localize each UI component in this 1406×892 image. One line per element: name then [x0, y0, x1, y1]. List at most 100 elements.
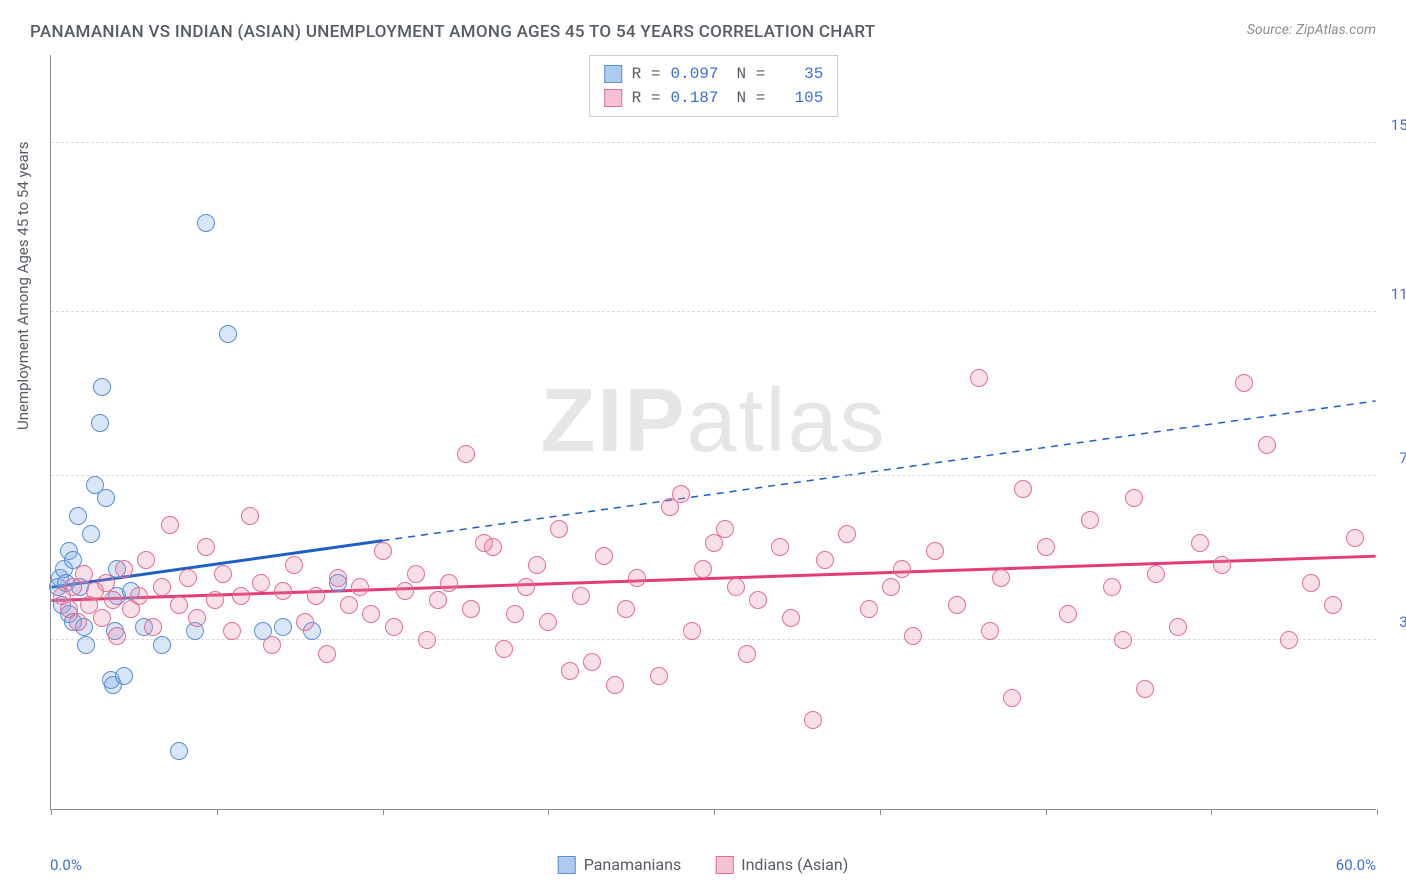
stat-r-value: 0.187	[670, 86, 718, 110]
data-point	[1258, 436, 1276, 454]
x-tick	[1046, 809, 1047, 815]
data-point	[528, 556, 546, 574]
stats-swatch	[604, 89, 622, 107]
data-point	[274, 618, 292, 636]
grid-line	[51, 142, 1376, 143]
data-point	[69, 613, 87, 631]
data-point	[91, 414, 109, 432]
data-point	[904, 627, 922, 645]
data-point	[219, 325, 237, 343]
stat-n-value: 105	[775, 86, 823, 110]
data-point	[1081, 511, 1099, 529]
data-point	[506, 605, 524, 623]
trend-lines	[51, 55, 1376, 809]
y-tick-label: 15.0%	[1391, 116, 1406, 134]
data-point	[130, 587, 148, 605]
data-point	[771, 538, 789, 556]
data-point	[948, 596, 966, 614]
data-point	[362, 605, 380, 623]
x-tick	[714, 809, 715, 815]
watermark-bold: ZIP	[540, 371, 686, 471]
data-point	[77, 636, 95, 654]
data-point	[738, 645, 756, 663]
data-point	[93, 609, 111, 627]
data-point	[1114, 631, 1132, 649]
data-point	[1169, 618, 1187, 636]
legend-label: Panamanians	[584, 855, 682, 874]
data-point	[926, 542, 944, 560]
y-axis-label: Unemployment Among Ages 45 to 54 years	[14, 142, 32, 430]
data-point	[115, 560, 133, 578]
chart-title: PANAMANIAN VS INDIAN (ASIAN) UNEMPLOYMEN…	[30, 22, 875, 42]
data-point	[329, 569, 347, 587]
data-point	[1346, 529, 1364, 547]
grid-line	[51, 475, 1376, 476]
data-point	[374, 542, 392, 560]
source-attribution: Source: ZipAtlas.com	[1247, 22, 1376, 38]
data-point	[97, 489, 115, 507]
data-point	[197, 538, 215, 556]
data-point	[223, 622, 241, 640]
data-point	[351, 578, 369, 596]
data-point	[561, 662, 579, 680]
legend: Panamanians Indians (Asian)	[558, 855, 849, 874]
data-point	[539, 613, 557, 631]
x-tick	[1377, 809, 1378, 815]
data-point	[115, 667, 133, 685]
data-point	[252, 574, 270, 592]
data-point	[1136, 680, 1154, 698]
data-point	[981, 622, 999, 640]
data-point	[340, 596, 358, 614]
y-tick-label: 11.2%	[1391, 285, 1406, 303]
data-point	[617, 600, 635, 618]
data-point	[727, 578, 745, 596]
data-point	[170, 742, 188, 760]
data-point	[583, 653, 601, 671]
data-point	[1191, 534, 1209, 552]
data-point	[318, 645, 336, 663]
data-point	[179, 569, 197, 587]
data-point	[1213, 556, 1231, 574]
trend-line-dashed	[382, 401, 1375, 541]
data-point	[1235, 374, 1253, 392]
data-point	[396, 582, 414, 600]
stat-n-value: 35	[775, 62, 823, 86]
data-point	[170, 596, 188, 614]
stats-box: R =0.097N =35R =0.187N =105	[589, 55, 839, 117]
data-point	[75, 565, 93, 583]
data-point	[606, 676, 624, 694]
data-point	[1280, 631, 1298, 649]
data-point	[893, 560, 911, 578]
data-point	[650, 667, 668, 685]
data-point	[462, 600, 480, 618]
data-point	[296, 613, 314, 631]
data-point	[69, 507, 87, 525]
legend-item: Indians (Asian)	[715, 855, 848, 874]
stats-row: R = 0.187 N = 105	[604, 86, 824, 110]
legend-swatch	[558, 856, 576, 874]
stat-n-label: N =	[737, 86, 766, 110]
data-point	[144, 618, 162, 636]
legend-swatch	[715, 856, 733, 874]
x-tick	[1211, 809, 1212, 815]
legend-item: Panamanians	[558, 855, 682, 874]
x-tick	[880, 809, 881, 815]
data-point	[1037, 538, 1055, 556]
data-point	[1324, 596, 1342, 614]
data-point	[274, 582, 292, 600]
plot-area: ZIPatlas R =0.097N =35R =0.187N =105 3.8…	[50, 55, 1376, 810]
data-point	[232, 587, 250, 605]
data-point	[153, 636, 171, 654]
x-tick	[51, 809, 52, 815]
data-point	[694, 560, 712, 578]
data-point	[241, 507, 259, 525]
data-point	[550, 520, 568, 538]
data-point	[1014, 480, 1032, 498]
stat-r-label: R =	[632, 86, 661, 110]
data-point	[716, 520, 734, 538]
data-point	[137, 551, 155, 569]
data-point	[214, 565, 232, 583]
stat-n-label: N =	[737, 62, 766, 86]
watermark: ZIPatlas	[540, 370, 886, 473]
data-point	[457, 445, 475, 463]
